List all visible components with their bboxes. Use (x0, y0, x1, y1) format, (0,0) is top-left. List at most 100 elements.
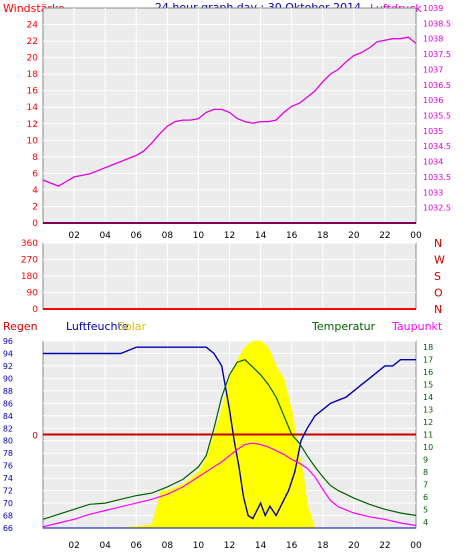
humidity-axis-tick: 88 (3, 387, 13, 396)
x-tick-label: 00 (410, 231, 422, 241)
temperature-axis-tick: 16 (423, 368, 433, 377)
temperature-axis-tick: 12 (423, 418, 433, 427)
pressure-axis-tick: 1036.5 (423, 81, 451, 90)
x-tick-label: 08 (162, 541, 174, 551)
humidity-axis-tick: 92 (3, 362, 13, 371)
pressure-axis-tick: 1032.5 (423, 204, 451, 213)
direction-axis-tick: 90 (27, 289, 39, 299)
compass-label: O (434, 287, 443, 300)
x-tick-label: 08 (162, 231, 174, 241)
temperature-axis-tick: 15 (423, 381, 433, 390)
compass-label: S (434, 270, 441, 283)
x-tick-label: 20 (348, 231, 360, 241)
pressure-series-line (42, 36, 417, 187)
humidity-axis-tick: 66 (3, 524, 13, 533)
wind-axis-tick: 8 (32, 153, 38, 163)
compass-label: W (434, 254, 445, 267)
temperature-axis-tick: 5 (423, 505, 428, 514)
compass-label: N (434, 303, 442, 316)
x-tick-label: 18 (317, 231, 329, 241)
humidity-axis-tick: 72 (3, 487, 13, 496)
wind-axis-tick: 20 (27, 54, 39, 64)
humidity-axis-tick: 82 (3, 424, 13, 433)
humidity-axis-tick: 90 (3, 374, 13, 383)
x-tick-label: 02 (68, 541, 79, 551)
wind-axis-tick: 0 (32, 219, 38, 229)
humidity-axis-tick: 86 (3, 399, 13, 408)
temperature-axis-tick: 4 (423, 518, 428, 527)
humidity-series-line (43, 346, 416, 520)
x-tick-label: 22 (379, 231, 390, 241)
x-tick-label: 14 (255, 541, 267, 551)
direction-axis-tick: 180 (21, 272, 38, 282)
humidity-axis-tick: 68 (3, 512, 13, 521)
humidity-axis-tick: 74 (3, 474, 13, 483)
temperature-axis-tick: 18 (423, 343, 433, 352)
temperature-axis-tick: 11 (423, 431, 433, 440)
pressure-axis-tick: 1036 (423, 96, 443, 105)
pressure-axis-tick: 1033 (423, 188, 443, 197)
direction-axis-tick: 270 (21, 256, 38, 266)
rain-value-label: 0 (32, 432, 38, 442)
temperature-axis-tick: 13 (423, 406, 433, 415)
wind-axis-tick: 18 (27, 70, 39, 80)
compass-label: N (434, 237, 442, 250)
legend-rain: Regen (3, 320, 38, 333)
x-tick-label: 16 (286, 231, 298, 241)
humidity-axis-tick: 76 (3, 462, 13, 471)
pressure-axis-tick: 1037.5 (423, 50, 451, 59)
legend-solar: Solar (118, 320, 147, 333)
pressure-axis-tick: 1033.5 (423, 173, 451, 182)
x-tick-label: 02 (68, 231, 79, 241)
pressure-axis-tick: 1035.5 (423, 112, 451, 121)
x-tick-label: 12 (224, 541, 235, 551)
x-tick-label: 14 (255, 231, 267, 241)
wind-axis-tick: 22 (27, 37, 38, 47)
wind-axis-tick: 2 (32, 202, 38, 212)
legend-temperature: Temperatur (311, 320, 376, 333)
wind-axis-tick: 14 (27, 103, 39, 113)
dewpoint-series-line (42, 442, 417, 528)
temperature-axis-tick: 8 (423, 468, 428, 477)
chart-marks (42, 36, 417, 529)
temperature-axis-tick: 10 (423, 443, 433, 452)
x-tick-label: 06 (131, 231, 143, 241)
humidity-axis-tick: 84 (3, 412, 13, 421)
x-tick-label: 16 (286, 541, 298, 551)
wind-axis-tick: 12 (27, 120, 38, 130)
axis-labels: 0246810121416182022241032.510331033.5103… (3, 4, 451, 551)
x-tick-label: 22 (379, 541, 390, 551)
direction-axis-tick: 360 (21, 239, 38, 249)
wind-axis-tick: 24 (27, 21, 39, 31)
x-tick-label: 04 (99, 541, 111, 551)
humidity-axis-tick: 78 (3, 449, 13, 458)
temperature-axis-tick: 9 (423, 455, 428, 464)
wind-axis-tick: 6 (32, 169, 38, 179)
wind-axis-tick: 10 (27, 136, 39, 146)
pressure-axis-tick: 1038 (423, 35, 443, 44)
humidity-axis-tick: 70 (3, 499, 13, 508)
wind-axis-tick: 4 (32, 186, 38, 196)
temperature-series-line (42, 359, 417, 520)
x-tick-label: 12 (224, 231, 235, 241)
pressure-axis-tick: 1034.5 (423, 142, 451, 151)
pressure-axis-tick: 1038.5 (423, 19, 451, 28)
temperature-axis-tick: 14 (423, 393, 433, 402)
x-tick-label: 04 (99, 231, 111, 241)
temperature-axis-tick: 17 (423, 356, 433, 365)
x-tick-label: 10 (193, 231, 205, 241)
pressure-axis-tick: 1037 (423, 65, 443, 74)
x-tick-label: 06 (131, 541, 143, 551)
temperature-axis-tick: 7 (423, 480, 428, 489)
humidity-axis-tick: 96 (3, 337, 13, 346)
legend-humidity: Luftfeuchte (66, 320, 129, 333)
legend-dewpoint: Taupunkt (391, 320, 443, 333)
direction-axis-tick: 0 (32, 305, 38, 315)
pressure-axis-tick: 1035 (423, 127, 443, 136)
x-tick-label: 10 (193, 541, 205, 551)
humidity-axis-tick: 94 (3, 349, 13, 358)
pressure-axis-tick: 1039 (423, 4, 443, 13)
pressure-axis-tick: 1034 (423, 158, 443, 167)
x-tick-label: 20 (348, 541, 360, 551)
